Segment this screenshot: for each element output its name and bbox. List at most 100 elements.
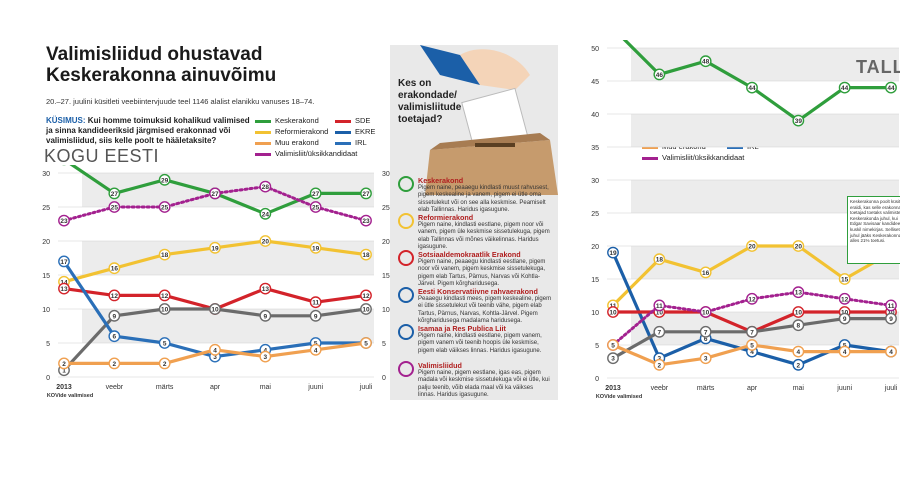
data-point — [792, 345, 805, 358]
data-label: 13 — [795, 290, 803, 297]
data-label: 16 — [111, 266, 119, 273]
data-point — [158, 248, 171, 261]
data-label: 29 — [161, 177, 169, 184]
data-label: 2 — [113, 361, 117, 368]
x-tick-label: juuli — [359, 384, 373, 391]
x-tick-label: apr — [747, 385, 758, 392]
data-label: 9 — [264, 313, 268, 320]
data-point — [309, 343, 322, 356]
legend-item: SDE — [335, 116, 370, 126]
y-tick-label: 30 — [382, 171, 390, 178]
grid-band — [631, 48, 899, 81]
data-label: 27 — [211, 191, 219, 198]
legend-swatch — [255, 130, 271, 134]
data-label: 4 — [889, 349, 893, 356]
question-text: Kui homme toimuksid kohalikud valimised … — [46, 116, 250, 145]
party-name: Eesti Konservatiivne rahvaerakond — [418, 287, 538, 296]
y-tick-label: 35 — [591, 145, 599, 152]
data-label: 27 — [111, 191, 119, 198]
data-point — [746, 292, 758, 305]
y-tick-label: 20 — [42, 239, 50, 246]
data-point — [838, 345, 851, 358]
data-label: 4 — [213, 347, 217, 354]
data-label: 17 — [60, 259, 68, 266]
legend-swatch — [335, 130, 351, 134]
data-label: 12 — [841, 296, 849, 303]
party-profile: Isamaa ja Res Publica Liit Pigem naine, k… — [392, 324, 552, 355]
party-logo-icon — [398, 176, 414, 192]
party-profiles: Keskerakond Pigem naine, peaaegu kindlast… — [392, 176, 557, 398]
data-point — [259, 282, 272, 295]
data-label: 19 — [312, 245, 320, 252]
y-tick-label: 40 — [591, 112, 599, 119]
data-label: 5 — [163, 341, 167, 348]
data-label: 3 — [611, 356, 615, 363]
data-label: 25 — [312, 205, 320, 212]
left-legend: Keskerakond SDE Reformierakond EKRE Muu erak… — [255, 116, 385, 166]
data-point — [699, 55, 712, 68]
data-point — [699, 352, 712, 365]
legend-item: Muu erakond — [255, 138, 319, 148]
data-point — [607, 246, 619, 259]
data-point — [58, 214, 70, 227]
party-description: Pigem naine, peaaegu kindlasti muust rah… — [418, 185, 549, 214]
y-tick-label: 0 — [382, 375, 386, 382]
y-tick-label: 0 — [46, 375, 50, 382]
data-point — [158, 357, 171, 370]
data-point — [209, 303, 221, 315]
data-point — [885, 345, 897, 358]
data-label: 3 — [704, 356, 708, 363]
legend-swatch — [642, 156, 658, 160]
data-label: 13 — [262, 286, 270, 293]
legend-swatch — [255, 152, 271, 156]
data-point — [309, 201, 322, 213]
x-tick-label: 2013 — [605, 385, 621, 392]
data-label: 44 — [841, 85, 849, 92]
data-label: 25 — [161, 205, 169, 212]
data-point — [360, 248, 372, 261]
data-point — [309, 309, 322, 322]
data-point — [653, 68, 666, 81]
data-point — [259, 235, 272, 247]
data-label: 39 — [795, 118, 803, 125]
data-point — [58, 282, 70, 295]
x-tick-label: juuni — [307, 384, 323, 391]
data-point — [607, 339, 619, 351]
data-point — [309, 241, 322, 254]
x-tick-label: veebr — [106, 384, 124, 391]
data-label: 18 — [362, 252, 370, 259]
data-point — [838, 292, 851, 305]
data-point — [309, 296, 322, 309]
party-description: Pigem naine, kindlasti eestlane, pigem v… — [418, 333, 542, 354]
data-label: 48 — [702, 59, 710, 66]
legend-item: EKRE — [335, 127, 375, 137]
y-tick-label: 5 — [46, 341, 50, 348]
data-point — [746, 81, 758, 94]
data-label: 3 — [213, 354, 217, 361]
party-profile: Eesti Konservatiivne rahvaerakond Peaaegu… — [392, 287, 552, 326]
y-tick-label: 15 — [42, 273, 50, 280]
legend-label: Valimisliit/üksikkandidaat — [275, 149, 358, 158]
legend-swatch — [255, 141, 271, 145]
data-point — [58, 255, 70, 268]
x-tick-label: juuli — [884, 385, 898, 392]
x-tick-label: mai — [793, 385, 805, 392]
data-label: 4 — [797, 349, 801, 356]
data-label: 18 — [656, 257, 664, 264]
data-point — [158, 337, 171, 349]
data-label: 2 — [658, 362, 662, 369]
x-tick-label: KOVide valimised — [596, 394, 642, 400]
y-tick-label: 25 — [42, 205, 50, 212]
data-label: 2 — [797, 362, 801, 369]
data-label: 28 — [262, 184, 270, 191]
data-point — [259, 350, 272, 363]
party-name: Isamaa ja Res Publica Liit — [418, 324, 506, 333]
data-label: 8 — [797, 323, 801, 330]
data-point — [838, 273, 851, 285]
data-label: 19 — [211, 245, 219, 252]
data-label: 11 — [312, 300, 319, 307]
data-label: 13 — [60, 286, 68, 293]
data-point — [838, 312, 851, 325]
data-point — [58, 357, 70, 370]
y-tick-label: 10 — [42, 307, 50, 314]
